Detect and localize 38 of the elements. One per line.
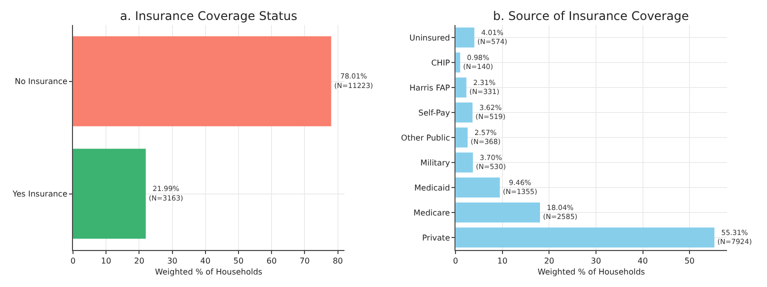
bar [456,28,474,48]
x-tick-label: 80 [332,256,343,266]
y-tick-label: Uninsured [409,33,450,42]
bar [456,228,714,248]
y-tick-label: Private [422,233,450,242]
x-tick-label: 20 [544,256,554,266]
chart-title: a. Insurance Coverage Status [120,9,298,23]
x-tick-label: 10 [497,256,508,266]
y-tick-label: Other Public [401,133,450,142]
x-tick-label: 40 [200,256,210,266]
bar [456,128,468,148]
bar [456,178,500,198]
bar [456,202,540,222]
y-tick-label: Medicaid [414,183,450,192]
y-tick-label: No Insurance [14,77,68,86]
bar [456,78,466,98]
y-tick-label: Harris FAP [410,83,450,92]
y-tick-label: CHIP [431,58,450,68]
x-tick-label: 40 [638,256,648,266]
x-axis-title: Weighted % of Households [538,268,645,277]
x-tick-label: 30 [167,256,178,266]
x-tick-label: 10 [101,256,112,266]
y-tick-label: Self-Pay [418,108,450,118]
x-axis-title: Weighted % of Households [155,268,262,277]
bar [456,102,473,122]
y-tick-label: Military [420,158,450,168]
y-tick-label: Yes Insurance [12,190,68,199]
y-tick-label: Medicare [414,208,450,218]
x-tick-label: 0 [453,256,458,266]
chart-title: b. Source of Insurance Coverage [493,9,689,23]
x-tick-label: 50 [684,256,695,266]
bar [456,152,473,172]
x-tick-label: 50 [233,256,244,266]
x-tick-label: 70 [300,256,310,266]
x-tick-label: 30 [590,256,602,266]
x-tick-label: 60 [266,256,277,266]
x-tick-label: 20 [134,256,144,266]
x-tick-label: 0 [70,256,76,266]
